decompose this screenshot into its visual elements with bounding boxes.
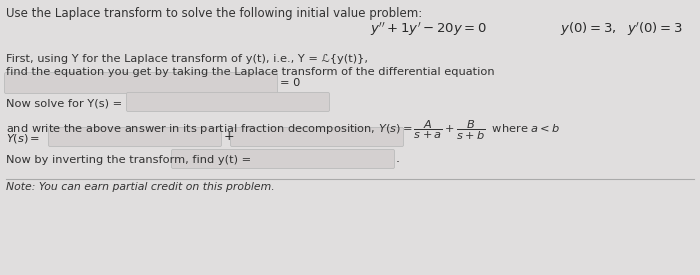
Text: Now solve for Y(s) =: Now solve for Y(s) = [6,98,122,108]
Text: .: . [396,153,400,166]
Text: Use the Laplace transform to solve the following initial value problem:: Use the Laplace transform to solve the f… [6,7,422,20]
FancyBboxPatch shape [172,150,395,169]
Text: $Y(s) =$: $Y(s) =$ [6,132,41,145]
Text: find the equation you get by taking the Laplace transform of the differential eq: find the equation you get by taking the … [6,67,495,77]
Text: Now by inverting the transform, find y(t) =: Now by inverting the transform, find y(t… [6,155,251,165]
Text: $y(0) = 3,\ \ y'(0) = 3$: $y(0) = 3,\ \ y'(0) = 3$ [560,20,682,37]
Text: $y'' + 1y' - 20y = 0$: $y'' + 1y' - 20y = 0$ [370,20,487,37]
FancyBboxPatch shape [127,92,330,111]
FancyBboxPatch shape [48,128,221,147]
Text: First, using Y for the Laplace transform of y(t), i.e., Y = ℒ{y(t)},: First, using Y for the Laplace transform… [6,54,368,64]
Text: Note: You can earn partial credit on this problem.: Note: You can earn partial credit on thi… [6,182,274,192]
FancyBboxPatch shape [230,128,403,147]
Text: = 0: = 0 [280,78,300,88]
FancyBboxPatch shape [4,73,277,94]
Text: and write the above answer in its partial fraction decomposition, $Y(s) = \dfrac: and write the above answer in its partia… [6,118,560,142]
Text: +: + [224,131,234,144]
